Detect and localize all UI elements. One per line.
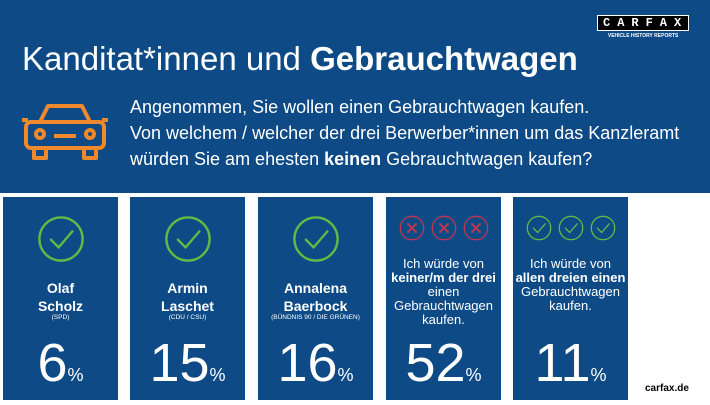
page-title: Kanditat*innen und Gebrauchtwagen	[22, 40, 578, 77]
percentage-value: 11%	[534, 333, 607, 393]
result-card: Armin Laschet (CDU / CSU) 15%	[130, 197, 245, 400]
party-label: (CDU / CSU)	[168, 314, 207, 321]
result-card: Olaf Scholz (SPD) 6%	[3, 197, 118, 400]
cross-circle-icon	[431, 215, 456, 241]
statement: Ich würde von keiner/m der drei einen Geb…	[391, 256, 496, 327]
candidate-name: Olaf Scholz	[37, 280, 84, 314]
candidate-name: Armin Laschet	[161, 280, 214, 314]
candidate-name: Annalena Baerbock	[283, 280, 348, 314]
result-card: Ich würde von keiner/m der drei einen Geb…	[386, 197, 501, 400]
result-card: Ich würde von allen dreien einen Gebraucht…	[513, 197, 628, 400]
cross-circle-icon	[463, 215, 488, 241]
survey-question: Angenommen, Sie wollen einen Gebrauchtwa…	[130, 97, 680, 169]
party-label: (BÜNDNIS 90 / DIE GRÜNEN)	[271, 314, 360, 321]
result-card: Annalena Baerbock (BÜNDNIS 90 / DIE GRÜNE…	[258, 197, 373, 400]
check-circle-icon	[164, 216, 211, 262]
header: Kanditat*innen und Gebrauchtwagen Angeno…	[0, 0, 710, 193]
check-circle-icon	[37, 216, 84, 262]
check-circle-icon	[292, 216, 339, 262]
party-label: (SPD)	[51, 314, 70, 321]
percentage-value: 16%	[277, 333, 354, 393]
percentage-value: 15%	[149, 333, 226, 393]
statement: Ich würde von allen dreien einen Gebraucht…	[515, 256, 626, 313]
car-icon	[22, 104, 108, 160]
cross-circle-icon	[399, 215, 424, 241]
check-circle-icon	[558, 215, 583, 241]
carfax-logo: CARFAX VEHICLE HISTORY REPORTS	[597, 15, 690, 39]
percentage-value: 6%	[37, 333, 84, 393]
footer-url: carfax.de	[645, 383, 689, 394]
check-circle-icon	[590, 215, 615, 241]
check-circle-icon	[526, 215, 551, 241]
percentage-value: 52%	[405, 333, 482, 393]
